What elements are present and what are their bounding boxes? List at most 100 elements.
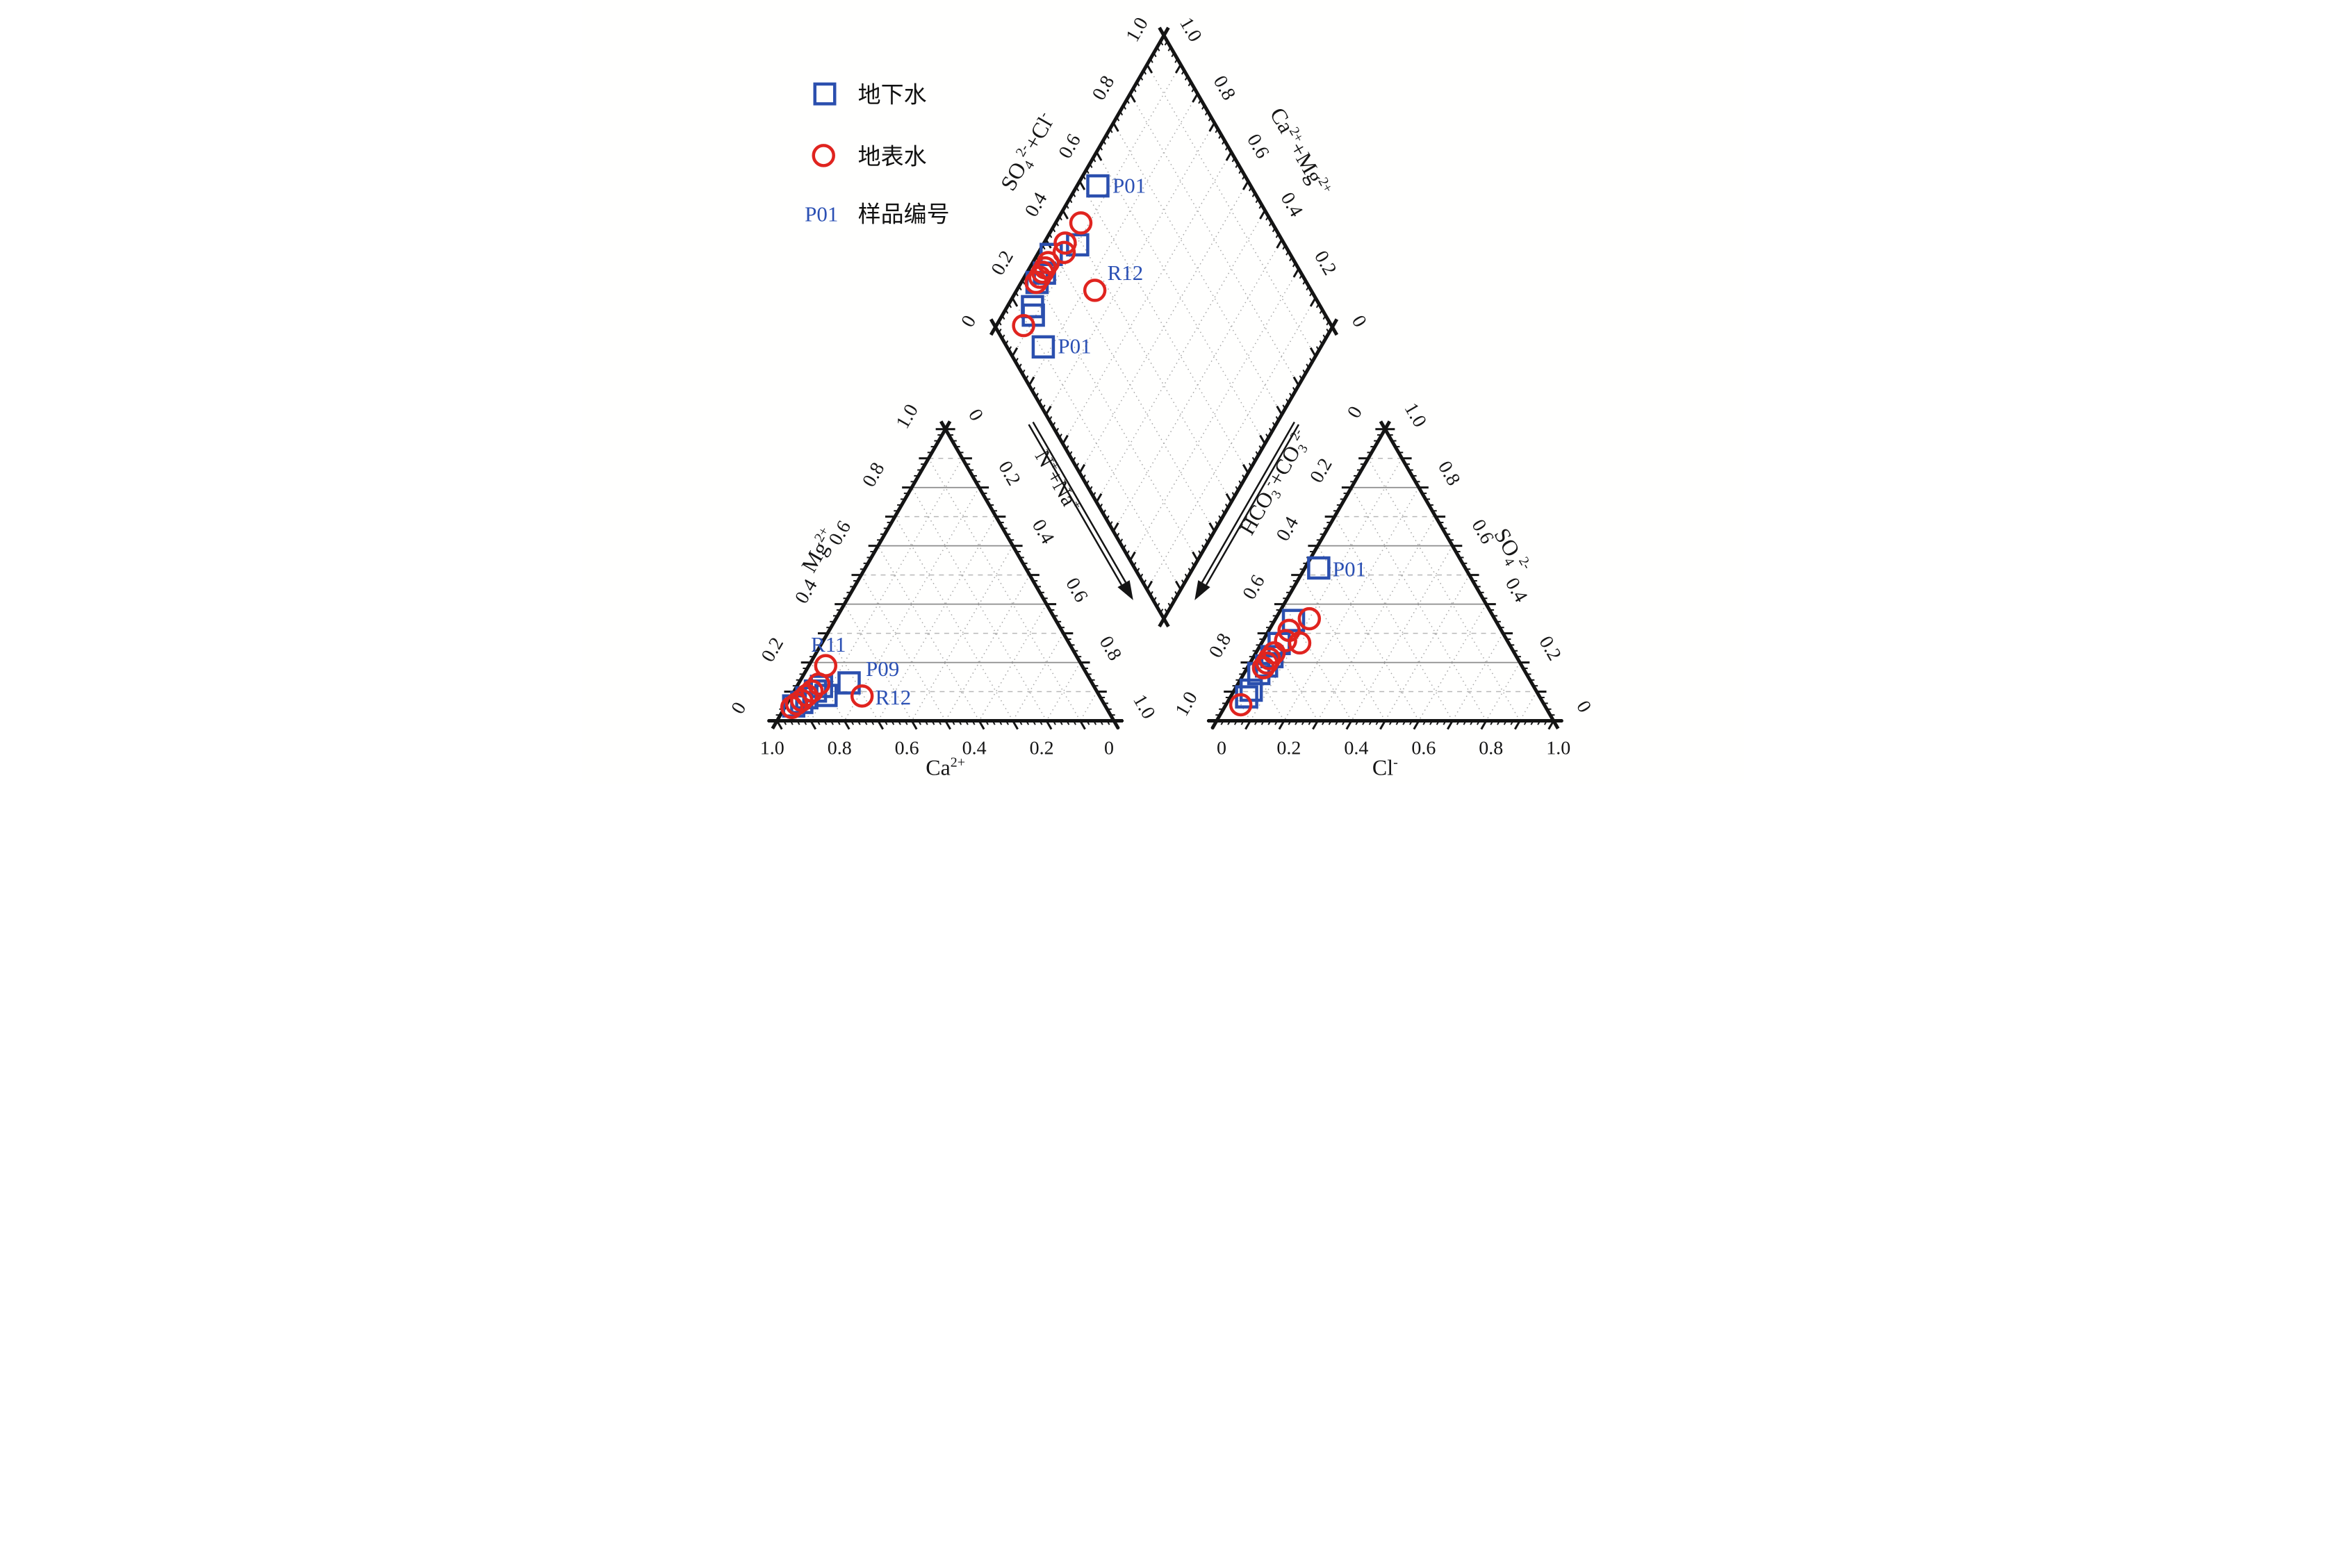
tick-label: 0.8 — [1204, 629, 1235, 661]
legend: 地下水 地表水 P01 样品编号 — [805, 82, 949, 227]
gridline — [1045, 239, 1215, 532]
minor-tick — [1075, 463, 1079, 468]
major-tick — [1045, 720, 1052, 730]
gridline — [810, 458, 963, 721]
legend-groundwater-square-icon — [812, 82, 836, 106]
data-labels: P01 P01 R12 R11 P09 R12 P01 — [811, 174, 1366, 709]
tick-label: 0.2 — [1310, 247, 1340, 279]
major-tick — [1078, 181, 1085, 190]
tick-labels: 1.0 0.8 0.6 0.4 0.2 000.20.40.60.81.0 00.20.40… — [727, 14, 1595, 759]
arrow-left-label: N++Na+ — [1030, 446, 1085, 517]
tick-label: 0.6 — [1054, 131, 1085, 163]
minor-tick — [1115, 117, 1119, 122]
minor-tick — [1099, 146, 1103, 151]
tick-label: 0.6 — [1242, 131, 1273, 163]
tick-label: 0.2 — [994, 458, 1024, 490]
gridline — [1317, 516, 1436, 721]
major-tick — [1011, 720, 1019, 730]
minor-tick — [1315, 346, 1320, 351]
tick-label: 0.4 — [962, 738, 986, 759]
minor-tick — [1042, 245, 1046, 250]
minor-tick — [1021, 369, 1026, 374]
minor-tick — [1469, 720, 1473, 725]
minor-tick — [1260, 720, 1265, 725]
major-tick — [1275, 239, 1283, 249]
tick-label: 0 — [964, 406, 987, 425]
minor-tick — [1354, 720, 1358, 725]
tick-label: 1.0 — [759, 738, 784, 759]
minor-tick — [1149, 591, 1153, 596]
minor-tick — [1092, 492, 1096, 497]
major-tick — [1145, 64, 1153, 74]
gridline — [1146, 64, 1316, 357]
minor-tick — [917, 720, 921, 725]
gridline — [1011, 297, 1181, 590]
minor-tick — [1188, 568, 1192, 572]
minor-tick — [1503, 720, 1507, 725]
minor-tick — [1456, 720, 1460, 725]
minor-tick — [1164, 40, 1168, 46]
tick-label: 0.8 — [1479, 738, 1503, 759]
minor-tick — [1523, 720, 1527, 725]
minor-tick — [1106, 134, 1110, 139]
minor-tick — [1301, 369, 1306, 374]
minor-tick — [1149, 58, 1153, 63]
minor-tick — [1126, 550, 1130, 555]
minor-tick — [1292, 387, 1296, 392]
minor-tick — [1325, 329, 1329, 333]
minor-tick — [1042, 404, 1046, 409]
minor-tick — [1031, 387, 1035, 392]
minor-tick — [924, 720, 928, 725]
tick-label: 0.8 — [827, 738, 851, 759]
data-point-circle — [1028, 265, 1051, 289]
major-tick — [944, 720, 951, 730]
minor-tick — [1238, 480, 1242, 485]
minor-tick — [1085, 480, 1090, 485]
minor-tick — [1361, 720, 1365, 725]
data-point-circle — [850, 684, 873, 708]
minor-tick — [816, 720, 821, 725]
minor-tick — [1305, 363, 1309, 369]
minor-tick — [1197, 99, 1201, 104]
minor-tick — [1174, 58, 1178, 63]
data-point-circle — [1273, 629, 1297, 652]
minor-tick — [1058, 434, 1062, 438]
legend-surface-label: 地表水 — [857, 144, 926, 170]
minor-tick — [998, 329, 1002, 333]
minor-tick — [1299, 375, 1303, 380]
major-tick — [1278, 720, 1285, 730]
legend-sample-code-label: 样品编号 — [857, 201, 949, 227]
minor-tick — [1231, 492, 1235, 497]
minor-tick — [1085, 720, 1090, 725]
minor-tick — [1322, 315, 1326, 320]
direction-arrows — [1027, 421, 1299, 600]
data-point-square — [837, 671, 861, 695]
minor-tick — [1135, 568, 1140, 572]
tick-label: 0.2 — [1534, 632, 1565, 664]
tick-label: 0.2 — [1306, 455, 1336, 487]
minor-tick — [1322, 334, 1326, 340]
minor-tick — [1167, 602, 1172, 608]
minor-tick — [1301, 720, 1305, 725]
minor-tick — [1251, 192, 1256, 197]
minor-tick — [1368, 720, 1372, 725]
minor-tick — [1071, 192, 1076, 197]
tick-label: 0 — [1572, 697, 1595, 716]
tick-label: 0.6 — [1061, 574, 1092, 606]
major-tick — [1413, 720, 1420, 730]
minor-tick — [1509, 720, 1513, 725]
gridline — [1045, 122, 1215, 415]
minor-tick — [1059, 720, 1063, 725]
major-tick — [1145, 580, 1153, 591]
gridline — [1079, 691, 1097, 721]
minor-tick — [863, 720, 867, 725]
minor-tick — [1319, 309, 1323, 314]
minor-tick — [1109, 128, 1113, 133]
tick-label: 0.6 — [1411, 738, 1436, 759]
minor-tick — [1476, 720, 1480, 725]
minor-tick — [1301, 280, 1306, 285]
minor-tick — [1321, 720, 1325, 725]
minor-tick — [1248, 463, 1252, 468]
major-tick — [1061, 210, 1069, 220]
major-tick — [1479, 720, 1487, 730]
